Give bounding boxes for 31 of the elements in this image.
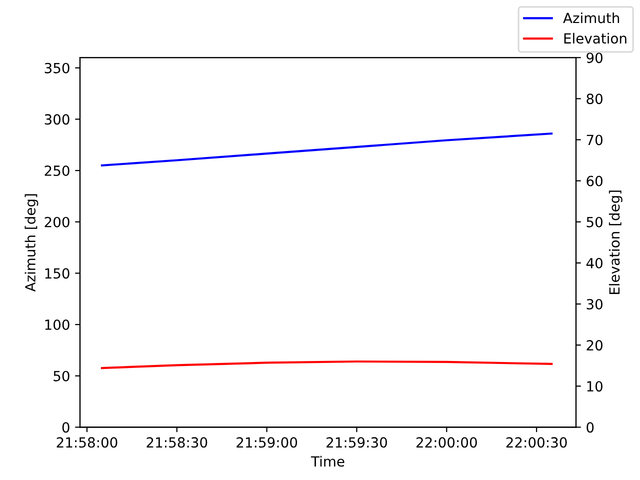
y-tick-label: 250 [44, 166, 70, 176]
y2-tick-label: 60 [586, 176, 602, 186]
y2-tick-label: 50 [586, 216, 602, 228]
x-tick-label: 21:58:30 [146, 437, 208, 448]
y-tick-label: 200 [44, 216, 70, 228]
y-tick-label: 350 [44, 62, 70, 74]
y2-tick-label: 70 [586, 134, 602, 146]
y2-tick-label: 80 [586, 94, 602, 104]
y2-tick-label: 30 [586, 298, 602, 310]
x-tick-label: 21:59:30 [326, 437, 387, 448]
line-series [100, 360, 553, 370]
y2-tick-label: 40 [586, 258, 602, 268]
y2-tick-label: 20 [586, 340, 602, 351]
line-series [100, 132, 553, 166]
y-tick-label: 100 [45, 320, 70, 330]
y-tick-label: 300 [44, 114, 70, 125]
legend-label: Azimuth [563, 12, 620, 24]
legend-label: Elevation [564, 32, 626, 44]
x-tick-label: 22:00:00 [416, 437, 477, 448]
y2-tick-label: 0 [586, 422, 594, 433]
x-tick-label: 21:58:00 [56, 437, 118, 448]
x-tick-label: 22:00:30 [506, 437, 567, 448]
y-tick-label: 50 [54, 370, 70, 382]
y-tick-label: 0 [62, 422, 70, 433]
y-axis-title: Azimuth [deg] [24, 194, 38, 292]
x-tick-label: 21:59:00 [236, 437, 298, 448]
x-axis-title: Time [310, 456, 344, 467]
y2-axis-title: Elevation [deg] [608, 190, 622, 294]
y2-tick-label: 10 [587, 381, 602, 392]
y2-tick-label: 90 [586, 52, 602, 64]
y-tick-label: 150 [45, 268, 70, 279]
